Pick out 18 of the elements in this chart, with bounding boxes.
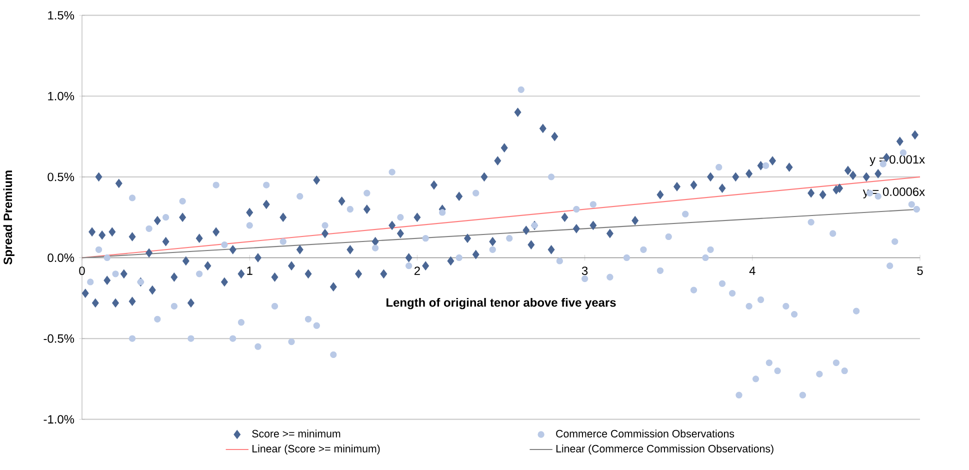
x-tick-label: 3 [582,266,588,276]
legend-label: Score >= minimum [252,430,340,438]
y-tick-label: -0.5% [44,334,74,343]
y-tick-label: -1.0% [44,415,74,424]
y-tick-label: 1.0% [48,92,74,100]
legend-label: Linear (Score >= minimum) [252,444,380,455]
x-tick-label: 0 [79,266,85,276]
x-tick-label: 4 [749,266,756,275]
y-tick-label: 0.5% [48,172,74,182]
y-axis-title: Spread Premium [3,170,14,264]
y-tick-label: 1.5% [48,11,74,20]
legend-label: Linear (Commerce Commission Observations) [556,444,774,455]
x-tick-label: 5 [917,266,923,275]
x-axis-title: Length of original tenor above five years [386,298,616,310]
x-tick-label: 2 [414,266,420,275]
y-tick-label: 0.0% [48,253,74,262]
x-tick-label: 1 [247,266,252,275]
legend-label: Commerce Commission Observations [556,430,734,438]
